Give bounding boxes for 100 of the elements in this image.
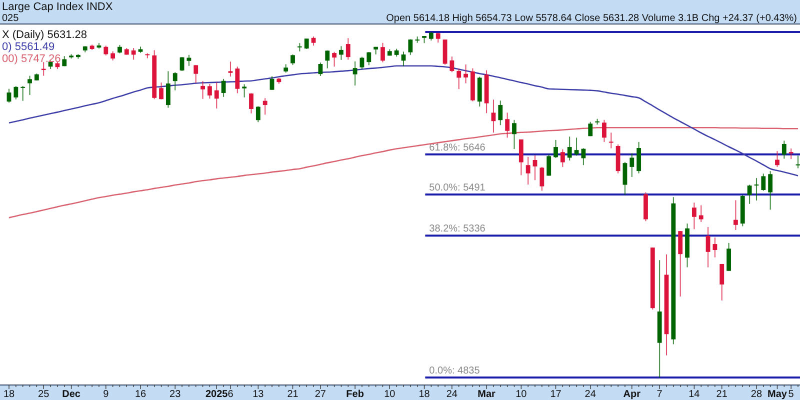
candlestick [692,202,696,230]
candlestick [622,162,628,196]
x-tick-label: 17 [550,389,562,400]
candlestick [747,184,752,204]
candlestick [518,138,524,176]
candlestick [28,75,32,96]
candlestick [270,76,274,90]
candlestick [464,64,468,84]
candlestick [408,38,413,56]
x-tick-label: Dec [62,389,81,400]
x-tick-label: Mar [478,389,496,400]
x-tick-label: 23 [170,389,182,400]
candlestick [788,148,794,160]
candlestick [290,54,295,66]
candlestick [339,46,344,60]
candlestick [346,38,350,60]
candlestick [352,60,358,86]
candlestick [194,64,198,84]
candlestick [256,106,260,123]
candlestick [172,72,178,91]
x-tick-label: 10 [384,389,396,400]
x-tick-label: 7 [656,389,663,400]
candlestick [726,242,731,272]
candlestick [574,137,579,156]
candlestick [380,42,385,63]
x-tick-label: 25 [38,389,50,400]
candlestick [186,54,192,66]
candlestick [110,50,116,61]
chart-subtitle: 025 [2,13,20,24]
candlestick [698,204,704,222]
candlestick [712,237,718,258]
candlestick [734,200,738,230]
candlestick [554,139,558,158]
candlestick [761,173,766,192]
x-tick-label: 16 [134,389,146,400]
candlestick [796,155,800,169]
candlestick [630,152,634,178]
candlestick [768,170,773,210]
ref-line-label: 61.8%: 5646 [429,142,486,154]
candlestick [636,141,642,174]
candlestick [567,136,572,162]
candlestick [546,154,552,176]
ref-line-label: 38.2%: 5336 [429,224,486,235]
candlestick [6,88,12,104]
candlestick [678,230,683,298]
text: 0) 5561.49 [2,41,55,53]
candlestick [221,78,226,98]
x-tick-label: 5 [788,389,794,400]
x-tick-label: Apr [623,389,641,400]
x-tick-label: 21 [716,389,728,400]
x-tick-label: 18 [418,389,430,400]
candlestick [104,45,108,56]
candlestick [20,85,26,102]
x-tick-label: 10 [516,389,528,400]
x-tick-label: 9 [103,389,110,400]
candlestick [498,100,503,126]
candlestick [180,56,184,72]
x-tick-label: 14 [688,389,700,400]
candlestick [720,263,724,301]
x-tick-label: Feb [346,389,364,400]
x-tick-label: 18 [3,389,15,400]
candlestick [235,66,240,94]
x-tick-label: 21 [287,389,299,400]
candlestick [540,166,544,192]
text: 00) 5747.26 [2,53,61,65]
x-tick-label: 24 [446,389,458,400]
candlestick [214,82,219,109]
candlestick [360,56,364,70]
candlestick [200,80,205,100]
candlestick [491,99,496,134]
x-tick-label: 6 [228,389,234,400]
candlestick [602,119,606,142]
candlestick [581,148,586,166]
ref-line-label: 50.0%: 5491 [429,182,486,194]
candlestick [311,36,316,46]
candlestick [14,86,18,100]
x-tick-label: 13 [252,389,264,400]
candlestick [526,156,530,186]
candlestick [560,148,565,168]
candlestick [131,48,136,60]
x-tick-label: 2025 [206,389,228,400]
candlestick [297,42,302,52]
candlestick [588,121,593,137]
candlestick [228,61,233,77]
candlestick [532,154,538,181]
candlestick [512,119,516,150]
candlestick [262,98,268,116]
candlestick [782,140,786,160]
candlestick [366,52,372,66]
candlestick [159,82,164,100]
candlestick [477,76,482,107]
candlestick [166,70,170,108]
candlestick [208,83,212,100]
x-tick-label: 27 [314,389,326,400]
ref-line-label: 0.0%: 4835 [429,366,480,377]
annotation: Open 5614.18 High 5654.73 Low 5578.64 Close 5631.28 Volume 3.1B Chg +24.37 (+0.43%) [386,13,797,24]
candlestick [706,226,710,268]
x-tick-label: 28 [750,389,762,400]
candlestick [608,132,614,149]
candlestick [242,84,247,98]
